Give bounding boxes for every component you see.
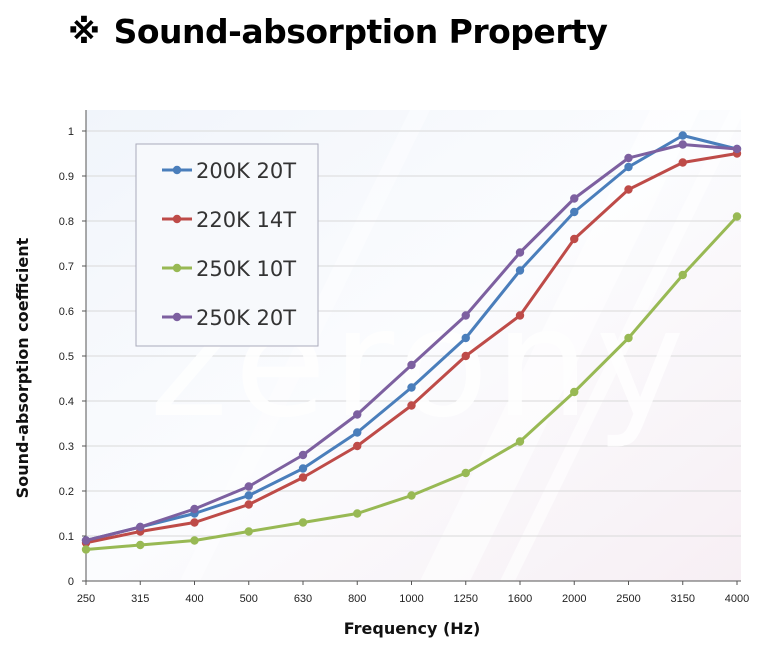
x-tick-label: 250	[77, 593, 95, 605]
page-title-text: Sound-absorption Property	[113, 12, 608, 51]
data-point	[570, 234, 579, 244]
x-tick-label: 630	[294, 593, 312, 605]
data-point	[190, 504, 199, 514]
y-tick-labels: 0 0.1 0.2 0.3 0.4 0.5 0.6 0.7 0.8 0.9 1	[59, 126, 86, 588]
y-tick-label: 0.5	[59, 351, 74, 363]
data-point	[81, 545, 91, 554]
data-point	[407, 383, 416, 392]
data-point	[678, 270, 687, 280]
data-point	[678, 158, 687, 167]
legend-swatch-marker	[172, 165, 182, 175]
data-point	[515, 311, 525, 320]
data-point	[407, 491, 416, 500]
y-tick-label: 0.2	[59, 486, 74, 498]
data-point	[570, 387, 579, 397]
data-point	[190, 518, 199, 527]
data-point	[298, 464, 308, 473]
series-lines	[81, 131, 742, 554]
legend-swatch-marker	[172, 312, 182, 322]
legend-item: 250K 10T	[162, 257, 296, 281]
data-point	[570, 207, 579, 217]
data-point	[353, 441, 362, 451]
y-tick-label: 0.8	[59, 216, 74, 228]
legend-item: 250K 20T	[162, 306, 296, 330]
data-point	[624, 153, 633, 163]
y-tick-label: 0.3	[59, 441, 74, 453]
legend-swatch-marker	[172, 214, 182, 224]
data-point	[515, 437, 525, 446]
data-point	[298, 473, 308, 482]
data-point	[298, 518, 308, 527]
legend-label: 250K 10T	[196, 257, 296, 281]
x-axis-label: Frequency (Hz)	[344, 619, 481, 638]
data-point	[407, 360, 416, 370]
data-point	[244, 482, 253, 491]
data-point	[624, 185, 633, 194]
data-point	[732, 144, 742, 154]
y-tick-label: 0.1	[59, 531, 74, 543]
y-tick-label: 0.7	[59, 261, 74, 273]
data-point	[136, 522, 145, 532]
x-tick-label: 2000	[562, 593, 586, 605]
x-tick-label: 2500	[616, 593, 640, 605]
data-point	[353, 428, 362, 437]
y-tick-label: 1	[68, 126, 74, 138]
data-point	[461, 311, 470, 320]
data-point	[244, 500, 253, 509]
x-tick-label: 500	[240, 593, 258, 605]
legend-item: 220K 14T	[162, 208, 296, 232]
legend-label: 220K 14T	[196, 208, 296, 232]
legend: 200K 20T 220K 14T 250K 10T 250K 20T	[135, 143, 319, 347]
x-tick-label: 1250	[454, 593, 478, 605]
data-point	[244, 491, 253, 500]
x-tick-label: 315	[131, 593, 149, 605]
series-250k-20t	[81, 140, 742, 545]
data-point	[353, 410, 362, 419]
legend-item: 200K 20T	[162, 159, 296, 183]
reference-mark-icon: ※	[68, 12, 100, 51]
x-tick-label: 4000	[725, 593, 749, 605]
data-point	[407, 401, 416, 410]
legend-box	[135, 143, 319, 347]
data-point	[190, 536, 199, 545]
y-tick-label: 0	[68, 576, 74, 588]
data-point	[244, 527, 253, 536]
data-point	[136, 540, 145, 550]
y-tick-label: 0.9	[59, 171, 74, 183]
data-point	[461, 351, 470, 361]
data-point	[570, 194, 579, 203]
y-tick-label: 0.6	[59, 306, 74, 318]
data-point	[461, 468, 470, 478]
series-250k-10t	[81, 212, 742, 554]
data-point	[81, 536, 91, 545]
data-point	[624, 162, 633, 172]
x-tick-label: 1000	[399, 593, 423, 605]
data-point	[732, 212, 742, 221]
data-point	[461, 333, 470, 343]
x-tick-label: 3150	[671, 593, 695, 605]
legend-label: 250K 20T	[196, 306, 296, 330]
data-point	[678, 140, 687, 149]
x-tick-label: 400	[185, 593, 203, 605]
x-tick-label: 800	[348, 593, 366, 605]
data-point	[353, 509, 362, 518]
x-tick-label: 1600	[508, 593, 532, 605]
legend-swatch-marker	[172, 263, 182, 273]
data-point	[298, 450, 308, 460]
y-tick-label: 0.4	[59, 396, 74, 408]
data-point	[515, 266, 525, 275]
data-point	[515, 248, 525, 257]
page-title: ※ Sound-absorption Property	[68, 12, 608, 51]
data-point	[678, 131, 687, 140]
data-point	[624, 333, 633, 343]
legend-label: 200K 20T	[196, 159, 296, 183]
y-axis-label: Sound-absorption coefficient	[13, 237, 32, 498]
x-tick-labels: 250 315 400 500 630 800 1000 1250 1600 2000 2500 31…	[77, 581, 749, 605]
